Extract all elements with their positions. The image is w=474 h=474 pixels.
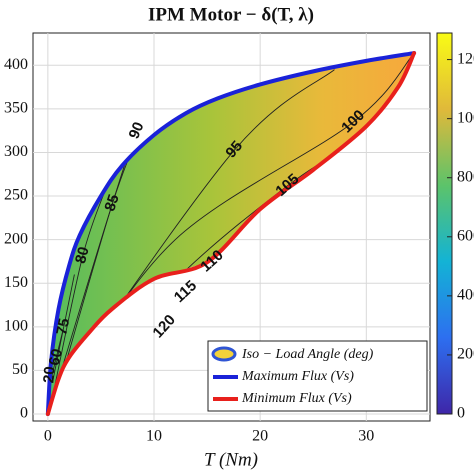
y-tick-label: 300 bbox=[4, 143, 28, 160]
colorbar-tick-label: 200 bbox=[457, 346, 474, 363]
legend-label: Minimum Flux (Vs) bbox=[241, 391, 352, 406]
x-axis-label: T (Nm) bbox=[204, 449, 258, 470]
x-tick-label: 10 bbox=[146, 428, 162, 445]
contour-label: 20 bbox=[40, 366, 58, 384]
x-tick-label: 20 bbox=[252, 428, 268, 445]
flux-curve bbox=[45, 51, 417, 417]
colorbar-tick-label: 400 bbox=[457, 287, 474, 304]
y-tick-label: 50 bbox=[12, 361, 28, 378]
colorbar bbox=[436, 32, 453, 415]
colorbar-tick-label: 0 bbox=[457, 405, 465, 422]
contour-label: 75 bbox=[53, 317, 73, 337]
contour-label: 90 bbox=[125, 119, 147, 141]
legend-icon bbox=[211, 346, 237, 362]
legend-label: Maximum Flux (Vs) bbox=[241, 369, 354, 384]
legend-label: Iso − Load Angle (deg) bbox=[241, 347, 374, 362]
contour-line bbox=[54, 187, 107, 384]
y-tick-label: 150 bbox=[4, 274, 28, 291]
x-tick-label: 0 bbox=[44, 428, 52, 445]
y-tick-label: 250 bbox=[4, 187, 28, 204]
colorbar-tick-label: 600 bbox=[457, 227, 474, 244]
chart-title: IPM Motor − δ(T, λ) bbox=[148, 4, 314, 25]
y-tick-label: 400 bbox=[4, 56, 28, 73]
x-tick-label: 30 bbox=[358, 428, 374, 445]
contour-label: 80 bbox=[72, 245, 93, 265]
y-tick-label: 100 bbox=[4, 318, 28, 335]
flux-curve bbox=[45, 51, 417, 417]
y-tick-label: 350 bbox=[4, 100, 28, 117]
contour-line bbox=[52, 274, 75, 380]
contour-label: 60 bbox=[46, 347, 66, 367]
y-tick-label: 0 bbox=[20, 405, 28, 422]
colorbar-tick-label: 800 bbox=[457, 168, 474, 185]
y-tick-label: 200 bbox=[4, 230, 28, 247]
legend-box bbox=[207, 340, 428, 412]
colorbar-tick-label: 1000 bbox=[457, 109, 474, 126]
contour-label: 85 bbox=[101, 192, 122, 213]
